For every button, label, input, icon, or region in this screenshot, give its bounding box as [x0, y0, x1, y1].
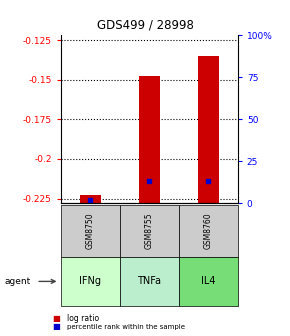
- Text: ■: ■: [52, 322, 60, 331]
- Text: ■: ■: [52, 314, 60, 323]
- Text: IFNg: IFNg: [79, 277, 102, 286]
- Text: GSM8750: GSM8750: [86, 213, 95, 249]
- Bar: [198, 56, 219, 203]
- Text: TNFa: TNFa: [137, 277, 161, 286]
- Text: IL4: IL4: [201, 277, 215, 286]
- Text: GSM8755: GSM8755: [145, 213, 154, 249]
- Bar: [80, 195, 101, 203]
- Text: log ratio: log ratio: [67, 314, 99, 323]
- Text: GDS499 / 28998: GDS499 / 28998: [97, 18, 193, 32]
- Text: GSM8760: GSM8760: [204, 213, 213, 249]
- Bar: [139, 77, 160, 203]
- Text: percentile rank within the sample: percentile rank within the sample: [67, 324, 185, 330]
- Text: agent: agent: [4, 277, 31, 286]
